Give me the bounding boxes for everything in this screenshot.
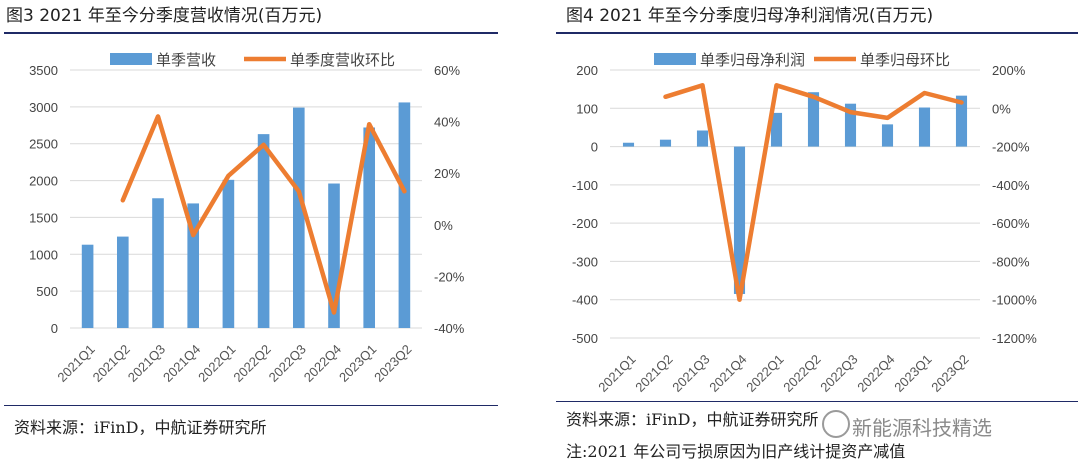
y-right-tick-label: 40% [434,115,460,130]
x-tick-label: 2021Q3 [669,352,712,395]
x-tick-label: 2022Q2 [230,342,273,385]
y-right-tick-label: -20% [434,269,465,284]
right-source-note: 资料来源：iFinD，中航证券研究所 [566,410,819,429]
y-right-tick-label: 20% [434,166,460,181]
bar [881,124,894,147]
line-series [120,114,407,315]
x-tick-label: 2022Q1 [195,342,238,385]
y-left-tick-label: 2000 [29,174,58,189]
y-left-tick-label: -100 [572,178,598,193]
right-profit-chart: -500 -400 -300 -200 -100 0 100 200 -1200% -1000% -… [572,52,1037,395]
x-tick-label: 2022Q4 [854,352,897,395]
y-left-tick-label: 200 [576,63,598,78]
y-left-tick-label: 3000 [29,100,58,115]
left-source-rule [4,405,498,406]
watermark-text: 新能源科技精选 [852,416,992,440]
legend-bar-swatch [110,53,152,65]
bar [222,179,235,328]
right-title-rule [556,32,1078,34]
y-right-tick-label: 0% [434,218,453,233]
bar [622,142,635,147]
y-left-tick-label: -300 [572,254,598,269]
y-left-tick-label: 500 [36,284,58,299]
bar [257,134,270,328]
right-chart-title: 图4 2021 年至今分季度归母净利润情况(百万元) [566,6,934,26]
y-left-tick-label: 2500 [29,137,58,152]
bar [918,107,931,147]
y-right-tick-label: -600% [992,216,1030,231]
bar [363,127,376,328]
y-right-tick-label: -200% [992,140,1030,155]
legend-bar-swatch [654,53,696,65]
y-left-tick-label: -400 [572,293,598,308]
bar [844,103,857,147]
line-series [663,83,964,302]
y-right-tick-label: -40% [434,321,465,336]
wechat-logo-icon [822,410,850,438]
y-left-tick-label: 3500 [29,63,58,78]
bar [398,102,411,328]
y-right-tick-label: 60% [434,63,460,78]
left-revenue-chart: 0 500 1000 1500 2000 2500 3000 3500 -40% -20% 0% 20… [29,52,465,385]
y-right-tick-label: 0% [992,101,1011,116]
y-left-tick-label: 100 [576,101,598,116]
x-tick-label: 2022Q2 [780,352,823,395]
x-tick-label: 2021Q1 [54,342,97,385]
y-left-tick-label: 1500 [29,210,58,225]
x-tick-label: 2023Q1 [891,352,934,395]
bar [770,112,783,147]
right-source-rule [556,401,1078,402]
x-tick-label: 2022Q3 [817,352,860,395]
x-tick-label: 2021Q2 [632,352,675,395]
x-tick-label: 2023Q1 [336,342,379,385]
bar [659,139,672,147]
left-source-note: 资料来源：iFinD，中航证券研究所 [14,418,267,437]
y-left-tick-label: 0 [51,321,58,336]
bar [696,130,709,147]
x-tick-label: 2023Q2 [928,352,971,395]
bar [733,146,746,294]
bar [81,244,94,328]
bar [152,198,164,328]
x-tick-label: 2021Q3 [125,342,168,385]
bar [292,107,305,328]
y-left-tick-label: -500 [572,331,598,346]
legend-bar-label: 单季营收 [156,52,216,69]
legend-bar-label: 单季归母净利润 [700,52,805,69]
y-right-tick-label: -1000% [992,293,1037,308]
x-tick-label: 2021Q2 [90,342,133,385]
legend-line-label: 单季度营收环比 [290,52,395,69]
y-right-tick-label: -1200% [992,331,1037,346]
y-right-tick-label: -400% [992,178,1030,193]
left-chart-title: 图3 2021 年至今分季度营收情况(百万元) [6,6,323,26]
y-left-tick-label: 0 [591,140,598,155]
legend-line-label: 单季归母环比 [860,52,950,69]
x-tick-label: 2021Q1 [595,352,638,395]
y-left-tick-label: -200 [572,216,598,231]
x-tick-label: 2021Q4 [160,342,203,385]
x-tick-label: 2021Q4 [706,352,749,395]
x-tick-label: 2022Q4 [301,342,344,385]
right-footnote: 注:2021 年公司亏损原因为旧产线计提资产减值 [566,442,906,461]
bar [328,183,340,328]
y-left-tick-label: 1000 [29,247,58,262]
x-tick-label: 2023Q2 [371,342,414,385]
y-right-tick-label: -800% [992,254,1030,269]
x-tick-label: 2022Q1 [743,352,786,395]
bar [807,92,820,147]
y-right-tick-label: 200% [992,63,1026,78]
bar [187,203,200,328]
left-title-rule [4,32,498,34]
bar [116,236,129,328]
x-tick-label: 2022Q3 [266,342,309,385]
bar [955,95,968,147]
